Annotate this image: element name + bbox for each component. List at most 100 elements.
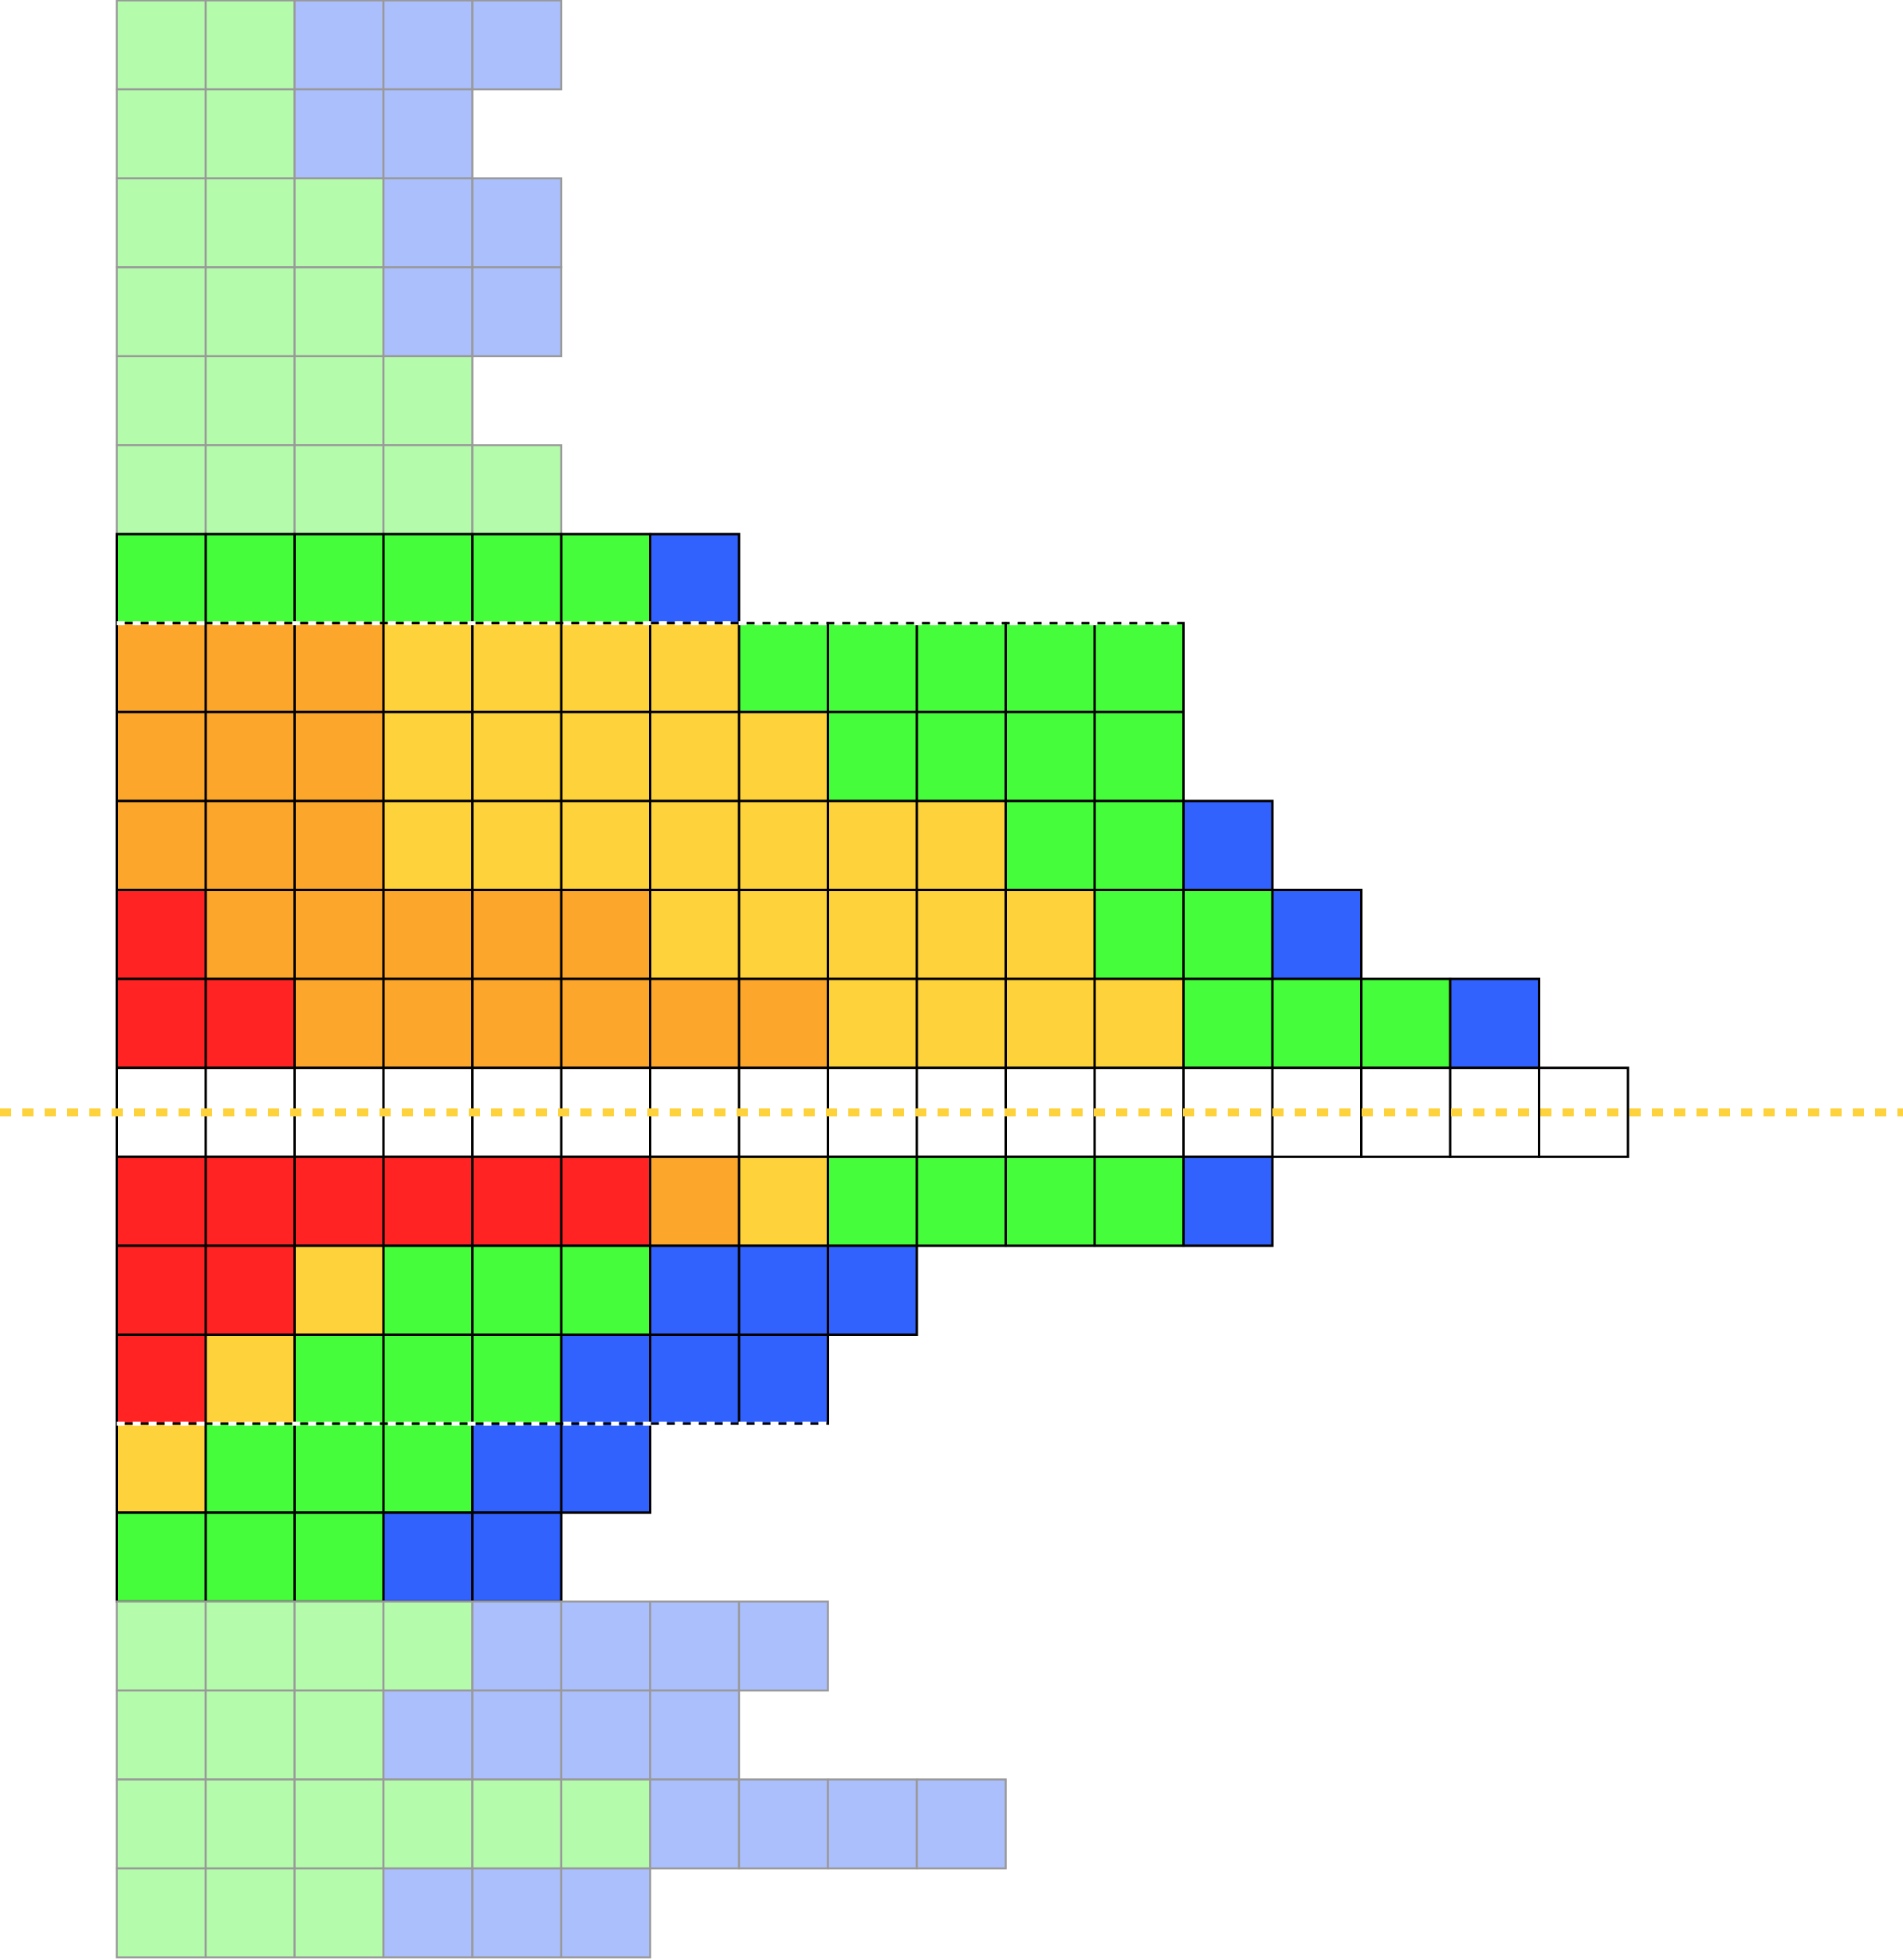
grid-cell-r16-c0 (116, 1422, 207, 1514)
grid-cell-r7-c1 (204, 622, 296, 713)
grid-cell-r9-c2 (293, 799, 385, 892)
grid-cell-r9-c8 (827, 799, 918, 892)
grid-cell-r7-c9 (915, 622, 1007, 713)
grid-cell-r16-c5 (560, 1422, 651, 1514)
grid-cell-r10-c4 (471, 889, 563, 980)
grid-cell-r8-c9 (915, 710, 1007, 803)
grid-cell-r9-c3 (382, 799, 474, 892)
grid-cell-r20-c2 (293, 1778, 385, 1870)
grid-cell-r15-c2 (293, 1334, 385, 1425)
grid-cell-r7-c5 (560, 622, 651, 713)
grid-cell-r6-c3 (382, 532, 474, 625)
grid-cell-r0-c4 (471, 0, 563, 91)
grid-cell-r15-c7 (737, 1334, 829, 1425)
grid-cell-r9-c1 (204, 799, 296, 892)
grid-cell-r4-c3 (382, 355, 474, 446)
grid-cell-r11-c6 (649, 977, 741, 1070)
grid-cell-r17-c2 (293, 1511, 385, 1603)
grid-cell-r6-c5 (560, 532, 651, 625)
grid-cell-r8-c1 (204, 710, 296, 803)
grid-cell-r10-c2 (293, 889, 385, 980)
grid-cell-r2-c4 (471, 177, 563, 269)
grid-cell-r3-c2 (293, 266, 385, 358)
grid-cell-r13-c12 (1182, 1155, 1274, 1247)
grid-cell-r13-c7 (737, 1155, 829, 1247)
grid-cell-r13-c2 (293, 1155, 385, 1247)
grid-cell-r13-c8 (827, 1155, 918, 1247)
grid-cell-r2-c3 (382, 177, 474, 269)
grid-cell-r18-c7 (737, 1601, 829, 1692)
grid-cell-r11-c1 (204, 977, 296, 1070)
grid-cell-r11-c12 (1182, 977, 1274, 1070)
grid-cell-r14-c8 (827, 1244, 918, 1337)
grid-cell-r19-c2 (293, 1689, 385, 1781)
grid-cell-r7-c3 (382, 622, 474, 713)
grid-cell-r7-c11 (1093, 622, 1185, 713)
grid-cell-r0-c2 (293, 0, 385, 91)
grid-cell-r11-c5 (560, 977, 651, 1070)
grid-cell-r10-c7 (737, 889, 829, 980)
grid-cell-r13-c4 (471, 1155, 563, 1247)
grid-cell-r13-c1 (204, 1155, 296, 1247)
grid-cell-r1-c1 (204, 88, 296, 179)
grid-cell-r19-c1 (204, 1689, 296, 1781)
grid-cell-r8-c2 (293, 710, 385, 803)
grid-cell-r19-c5 (560, 1689, 651, 1781)
grid-cell-r16-c2 (293, 1422, 385, 1514)
grid-cell-r5-c3 (382, 444, 474, 536)
grid-cell-r20-c3 (382, 1778, 474, 1870)
grid-cell-r8-c5 (560, 710, 651, 803)
grid-cell-r11-c3 (382, 977, 474, 1070)
grid-cell-r4-c1 (204, 355, 296, 446)
grid-cell-r19-c4 (471, 1689, 563, 1781)
grid-cell-r3-c1 (204, 266, 296, 358)
grid-cell-r10-c0 (116, 889, 207, 980)
grid-cell-r7-c10 (1005, 622, 1096, 713)
grid-cell-r11-c8 (827, 977, 918, 1070)
grid-cell-r14-c2 (293, 1244, 385, 1337)
grid-cell-r9-c0 (116, 799, 207, 892)
grid-cell-r15-c3 (382, 1334, 474, 1425)
grid-cell-r6-c2 (293, 532, 385, 625)
grid-cell-r16-c3 (382, 1422, 474, 1514)
grid-cell-r16-c1 (204, 1422, 296, 1514)
grid-cell-r20-c6 (649, 1778, 741, 1870)
grid-cell-r19-c6 (649, 1689, 741, 1781)
grid-cell-r10-c3 (382, 889, 474, 980)
grid-cell-r1-c0 (116, 88, 207, 179)
grid-cell-r11-c7 (737, 977, 829, 1070)
grid-cell-r13-c9 (915, 1155, 1007, 1247)
grid-cell-r20-c1 (204, 1778, 296, 1870)
grid-cell-r17-c0 (116, 1511, 207, 1603)
grid-cell-r10-c12 (1182, 889, 1274, 980)
grid-cell-r10-c8 (827, 889, 918, 980)
grid-cell-r0-c0 (116, 0, 207, 91)
grid-cell-r13-c6 (649, 1155, 741, 1247)
grid-cell-r5-c1 (204, 444, 296, 536)
grid-cell-r2-c1 (204, 177, 296, 269)
grid-cell-r9-c4 (471, 799, 563, 892)
grid-cell-r15-c6 (649, 1334, 741, 1425)
grid-cell-r7-c6 (649, 622, 741, 713)
grid-cell-r4-c2 (293, 355, 385, 446)
grid-cell-r8-c8 (827, 710, 918, 803)
grid-cell-r15-c4 (471, 1334, 563, 1425)
grid-cell-r10-c5 (560, 889, 651, 980)
grid-cell-r11-c14 (1360, 977, 1452, 1070)
grid-cell-r14-c7 (737, 1244, 829, 1337)
grid-cell-r8-c7 (737, 710, 829, 803)
grid-cell-r18-c1 (204, 1601, 296, 1692)
grid-cell-r20-c8 (827, 1778, 918, 1870)
grid-cell-r20-c4 (471, 1778, 563, 1870)
grid-cell-r21-c1 (204, 1867, 296, 1958)
grid-cell-r8-c0 (116, 710, 207, 803)
grid-cell-r7-c0 (116, 622, 207, 713)
grid-cell-r18-c3 (382, 1601, 474, 1692)
grid-cell-r14-c1 (204, 1244, 296, 1337)
grid-cell-r12-c15 (1449, 1066, 1540, 1158)
grid-cell-r21-c3 (382, 1867, 474, 1958)
grid-cell-r13-c0 (116, 1155, 207, 1247)
grid-cell-r18-c6 (649, 1601, 741, 1692)
grid-cell-r18-c5 (560, 1601, 651, 1692)
